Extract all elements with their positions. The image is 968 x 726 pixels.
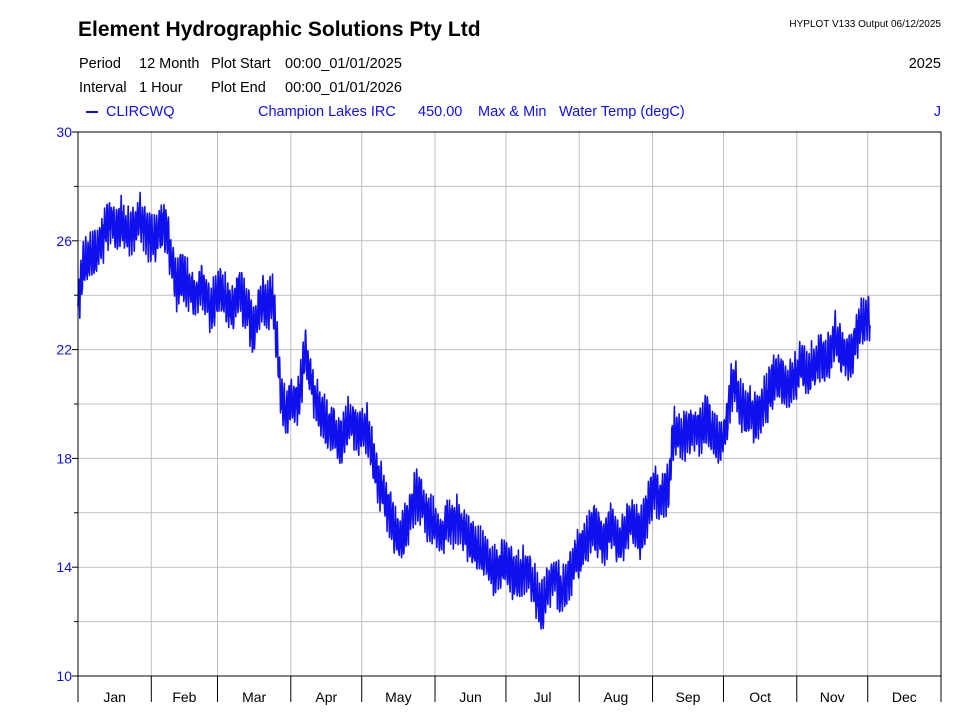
- y-tick-label: 14: [56, 559, 72, 575]
- x-tick-label: Oct: [749, 689, 771, 705]
- axis-layer: 10 14 18 22 26 30 Jan Feb Mar Apr May Jun Jul Aug Sep O…: [56, 124, 942, 705]
- year-label: 2025: [908, 56, 941, 72]
- x-tick-label: Jan: [103, 689, 126, 705]
- x-tick-label: Mar: [242, 689, 266, 705]
- legend-site-code: CLIRCWQ: [106, 104, 175, 120]
- x-tick-label: Jul: [534, 689, 552, 705]
- plot-end-value: 00:00_01/01/2026: [285, 80, 402, 96]
- legend-site-name: Champion Lakes IRC: [258, 104, 396, 120]
- x-tick-label: Feb: [172, 689, 196, 705]
- legend-statistic: Max & Min: [478, 104, 547, 120]
- legend-variable-code: 450.00: [418, 104, 463, 120]
- period-label: Period: [79, 56, 121, 72]
- plot-end-label: Plot End: [211, 80, 266, 96]
- y-tick-label: 18: [56, 450, 72, 466]
- y-tick-label: 30: [56, 124, 72, 140]
- program-version: HYPLOT V133 Output 06/12/2025: [789, 19, 941, 30]
- legend-end-marker: J: [933, 104, 941, 120]
- company-title: Element Hydrographic Solutions Pty Ltd: [78, 18, 481, 41]
- x-tick-label: Dec: [892, 689, 917, 705]
- series-layer: [77, 191, 871, 630]
- x-tick-label: Apr: [315, 689, 337, 705]
- plot-start-label: Plot Start: [211, 56, 271, 72]
- x-tick-label: Aug: [603, 689, 628, 705]
- x-tick-label: Nov: [820, 689, 845, 705]
- x-tick-label: Sep: [676, 689, 701, 705]
- period-value: 12 Month: [139, 56, 200, 72]
- legend-line-swatch: [86, 111, 98, 113]
- x-tick-label: May: [385, 689, 411, 705]
- water-temp-series-line: [77, 191, 871, 630]
- y-tick-label: 22: [56, 342, 72, 358]
- interval-value: 1 Hour: [139, 80, 183, 96]
- y-tick-label: 10: [56, 668, 72, 684]
- legend-variable-name: Water Temp (degC): [559, 104, 685, 120]
- x-tick-label: Jun: [459, 689, 482, 705]
- plot-start-value: 00:00_01/01/2025: [285, 56, 402, 72]
- grid-layer: [78, 132, 941, 676]
- y-tick-label: 26: [56, 233, 72, 249]
- interval-label: Interval: [79, 80, 127, 96]
